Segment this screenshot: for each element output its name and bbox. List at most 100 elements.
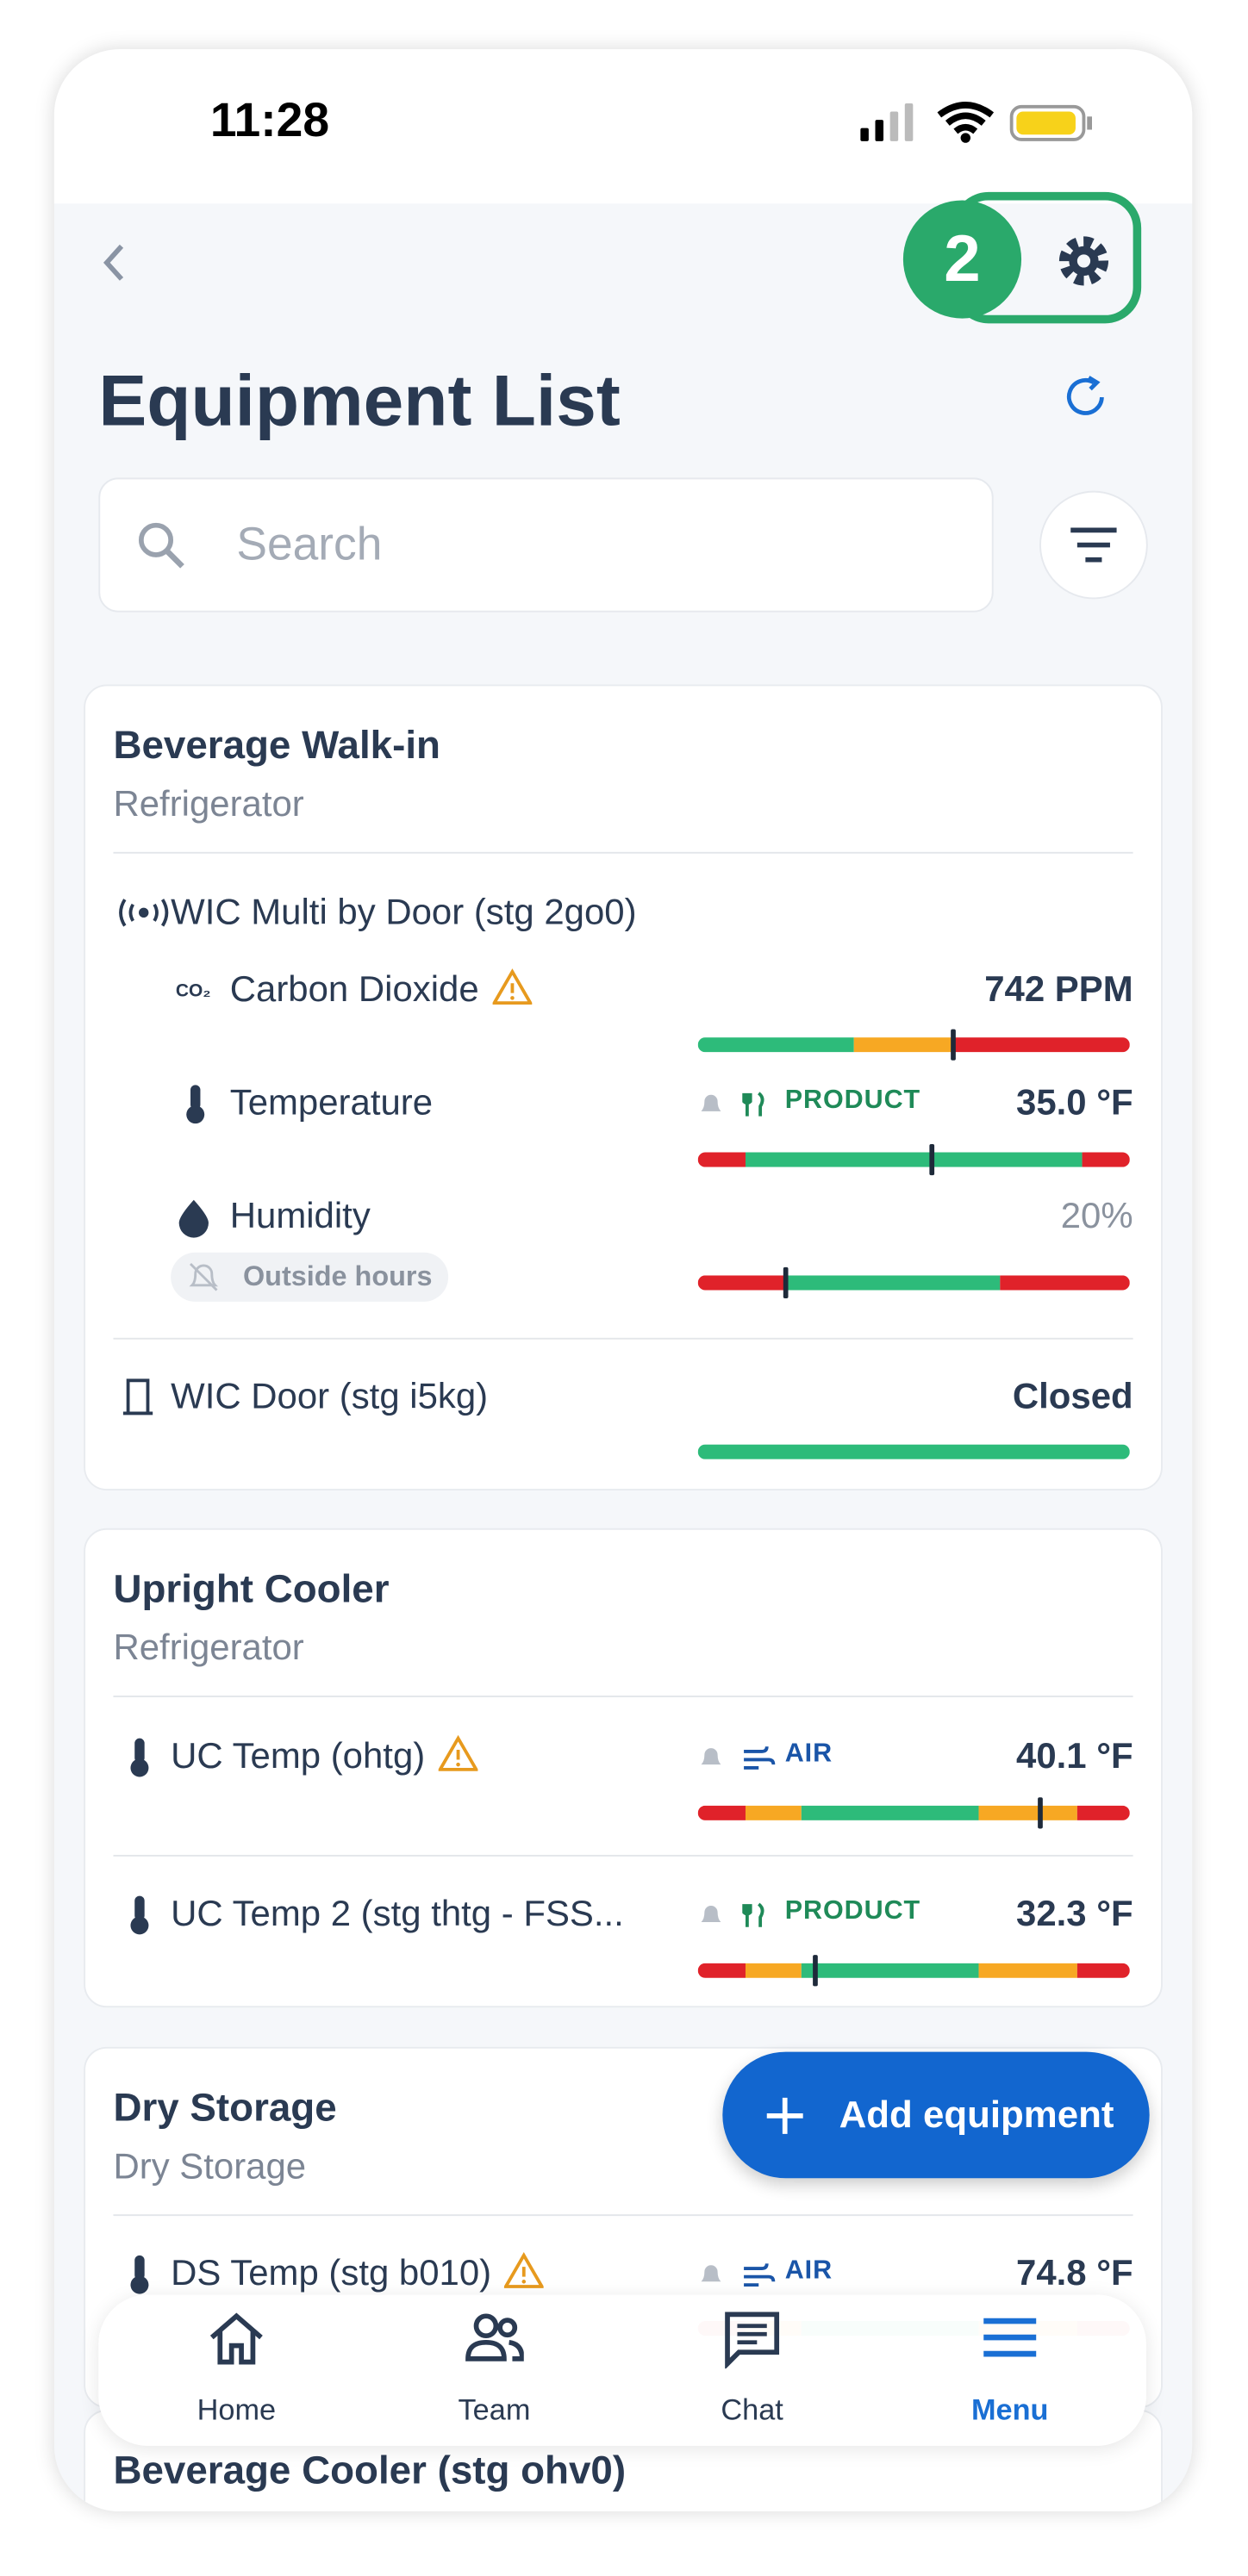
sensor-label: UC Temp (ohtg)	[171, 1734, 426, 1776]
sensor-icon	[118, 1378, 178, 1421]
bottom-nav	[98, 2294, 1146, 2446]
tag-icon	[742, 1090, 778, 1123]
sensor-icon	[181, 1083, 240, 1126]
gauge	[697, 1037, 1130, 1053]
status-bar	[53, 49, 1193, 204]
gauge	[697, 1805, 1130, 1820]
divider	[113, 851, 1133, 854]
warning-icon	[490, 968, 534, 1008]
reading: 742 PPM	[984, 968, 1133, 1010]
reading: 74.8 °F	[1016, 2252, 1133, 2293]
muted-bell-icon	[189, 1262, 222, 1295]
plus-icon	[765, 2096, 805, 2136]
sensor-icon	[115, 893, 174, 936]
gauge	[697, 1275, 1130, 1291]
card[interactable]	[84, 684, 1163, 1490]
gauge-segment	[1082, 1152, 1130, 1167]
back-button[interactable]	[96, 240, 135, 285]
gauge-segment	[745, 1152, 1083, 1167]
gauge-segment	[697, 1037, 854, 1053]
reading: 40.1 °F	[1016, 1734, 1133, 1776]
gauge-segment	[801, 1963, 979, 1978]
gauge-segment	[745, 1805, 802, 1820]
search-box[interactable]	[98, 477, 994, 613]
card-subtitle: Refrigerator	[113, 2508, 303, 2511]
card-title: Dry Storage	[113, 2086, 337, 2131]
phone: 11:28 2 Equipment List Search Beverage W…	[53, 49, 1193, 2512]
gauge-segment	[978, 1963, 1078, 1978]
divider	[113, 1337, 1133, 1340]
gauge-marker	[813, 1955, 818, 1987]
reading-tag: PRODUCT	[784, 1086, 921, 1115]
badge: 2	[902, 200, 1022, 319]
gauge-segment	[978, 1805, 1078, 1820]
nav-item[interactable]: Chat	[721, 2392, 783, 2426]
sensor-label: WIC Multi by Door (stg 2go0)	[171, 891, 637, 933]
reading: Closed	[1012, 1375, 1133, 1417]
card-subtitle: Refrigerator	[113, 782, 304, 824]
gauge-segment	[801, 1805, 979, 1820]
card-title: Beverage Cooler (stg ohv0)	[113, 2448, 627, 2494]
sensor-label: UC Temp 2 (stg thtg - FSS...	[171, 1892, 624, 1934]
refresh-button[interactable]	[1061, 372, 1110, 421]
gauge-segment	[1077, 1805, 1130, 1820]
card-title: Beverage Walk-in	[113, 724, 440, 768]
gauge-marker	[1037, 1797, 1043, 1829]
nav-item[interactable]: Menu	[970, 2392, 1049, 2426]
search-icon	[138, 522, 184, 569]
gauge-segment	[1077, 1963, 1130, 1978]
tag-icon	[742, 1743, 778, 1776]
tag-icon	[742, 2261, 778, 2293]
gauge-segment	[1000, 1275, 1130, 1291]
nav-item[interactable]: Team	[458, 2392, 531, 2426]
sensor-label: DS Temp (stg b010)	[171, 2252, 492, 2293]
nav-icon	[980, 2310, 1039, 2369]
reading: 20%	[1060, 1195, 1133, 1236]
svg-text:CO₂: CO₂	[176, 980, 211, 1000]
divider	[113, 1854, 1133, 1857]
settings-icon	[1058, 236, 1109, 286]
gauge	[697, 1963, 1130, 1978]
nav-item[interactable]: Home	[197, 2392, 277, 2426]
divider	[113, 2214, 1133, 2217]
sensor-label: Temperature	[229, 1081, 434, 1123]
card-subtitle: Refrigerator	[113, 1627, 304, 1668]
gauge-segment	[697, 1963, 746, 1978]
page-title: Equipment List	[98, 361, 621, 442]
sensor-label: Carbon Dioxide	[229, 968, 479, 1010]
bell-icon	[698, 1092, 724, 1117]
reading: 32.3 °F	[1016, 1892, 1133, 1934]
divider	[113, 1696, 1133, 1698]
search-placeholder: Search	[236, 519, 383, 570]
card[interactable]	[84, 1528, 1163, 2008]
add-button-label: Add equipment	[839, 2093, 1114, 2136]
gauge	[697, 1444, 1130, 1459]
sensor-icon	[178, 1197, 237, 1240]
sensor-icon	[125, 1737, 184, 1780]
nav-icon	[207, 2310, 266, 2369]
gauge-segment	[783, 1275, 1001, 1291]
reading-tag: AIR	[784, 1739, 833, 1768]
nav-icon	[465, 2310, 525, 2369]
sensor-icon	[125, 1895, 184, 1938]
gauge-segment	[697, 1275, 784, 1291]
bell-icon	[698, 1745, 724, 1770]
bell-icon	[698, 1902, 724, 1928]
reading-tag: PRODUCT	[784, 1897, 921, 1926]
time: 11:28	[209, 95, 330, 148]
gauge-segment	[697, 1152, 746, 1167]
nav-icon	[722, 2310, 782, 2370]
status-icons	[860, 102, 1092, 143]
gauge-segment	[853, 1037, 953, 1053]
gauge-segment	[745, 1963, 802, 1978]
sensor-label: WIC Door (stg i5kg)	[171, 1375, 489, 1417]
reading: 35.0 °F	[1016, 1081, 1133, 1123]
sensor-icon	[125, 2254, 184, 2297]
warning-icon	[437, 1734, 479, 1775]
card-subtitle: Dry Storage	[113, 2145, 307, 2187]
gauge-segment	[697, 1444, 1130, 1459]
gauge-segment	[952, 1037, 1130, 1053]
sensor-icon: CO₂	[176, 970, 235, 1013]
